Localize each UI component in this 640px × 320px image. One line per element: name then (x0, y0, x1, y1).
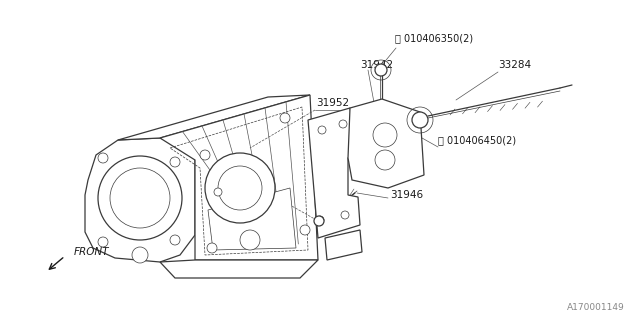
Circle shape (314, 216, 324, 226)
Circle shape (412, 112, 428, 128)
Polygon shape (118, 95, 310, 140)
Circle shape (214, 188, 222, 196)
Text: 33284: 33284 (498, 60, 531, 70)
Circle shape (300, 225, 310, 235)
Polygon shape (308, 108, 360, 238)
Text: Ⓑ 010406450(2): Ⓑ 010406450(2) (438, 135, 516, 145)
Text: 31952: 31952 (316, 98, 349, 108)
Circle shape (373, 123, 397, 147)
Circle shape (240, 230, 260, 250)
Polygon shape (160, 260, 318, 278)
Text: 31946: 31946 (390, 190, 423, 200)
Polygon shape (325, 230, 362, 260)
Circle shape (316, 216, 324, 224)
Polygon shape (348, 99, 424, 188)
Circle shape (207, 243, 217, 253)
Circle shape (205, 153, 275, 223)
Polygon shape (208, 188, 296, 250)
Circle shape (375, 150, 395, 170)
Text: 31942: 31942 (360, 60, 393, 70)
Circle shape (200, 150, 210, 160)
Polygon shape (85, 138, 195, 262)
Circle shape (318, 126, 326, 134)
Text: FRONT: FRONT (74, 247, 109, 257)
Circle shape (98, 237, 108, 247)
Circle shape (170, 157, 180, 167)
Text: Ⓑ 010406350(2): Ⓑ 010406350(2) (395, 33, 473, 43)
Text: A170001149: A170001149 (567, 303, 625, 312)
Circle shape (170, 235, 180, 245)
Circle shape (341, 211, 349, 219)
Polygon shape (160, 95, 318, 260)
Circle shape (280, 113, 290, 123)
Circle shape (98, 153, 108, 163)
Circle shape (375, 64, 387, 76)
Circle shape (98, 156, 182, 240)
Circle shape (339, 120, 347, 128)
Circle shape (132, 247, 148, 263)
